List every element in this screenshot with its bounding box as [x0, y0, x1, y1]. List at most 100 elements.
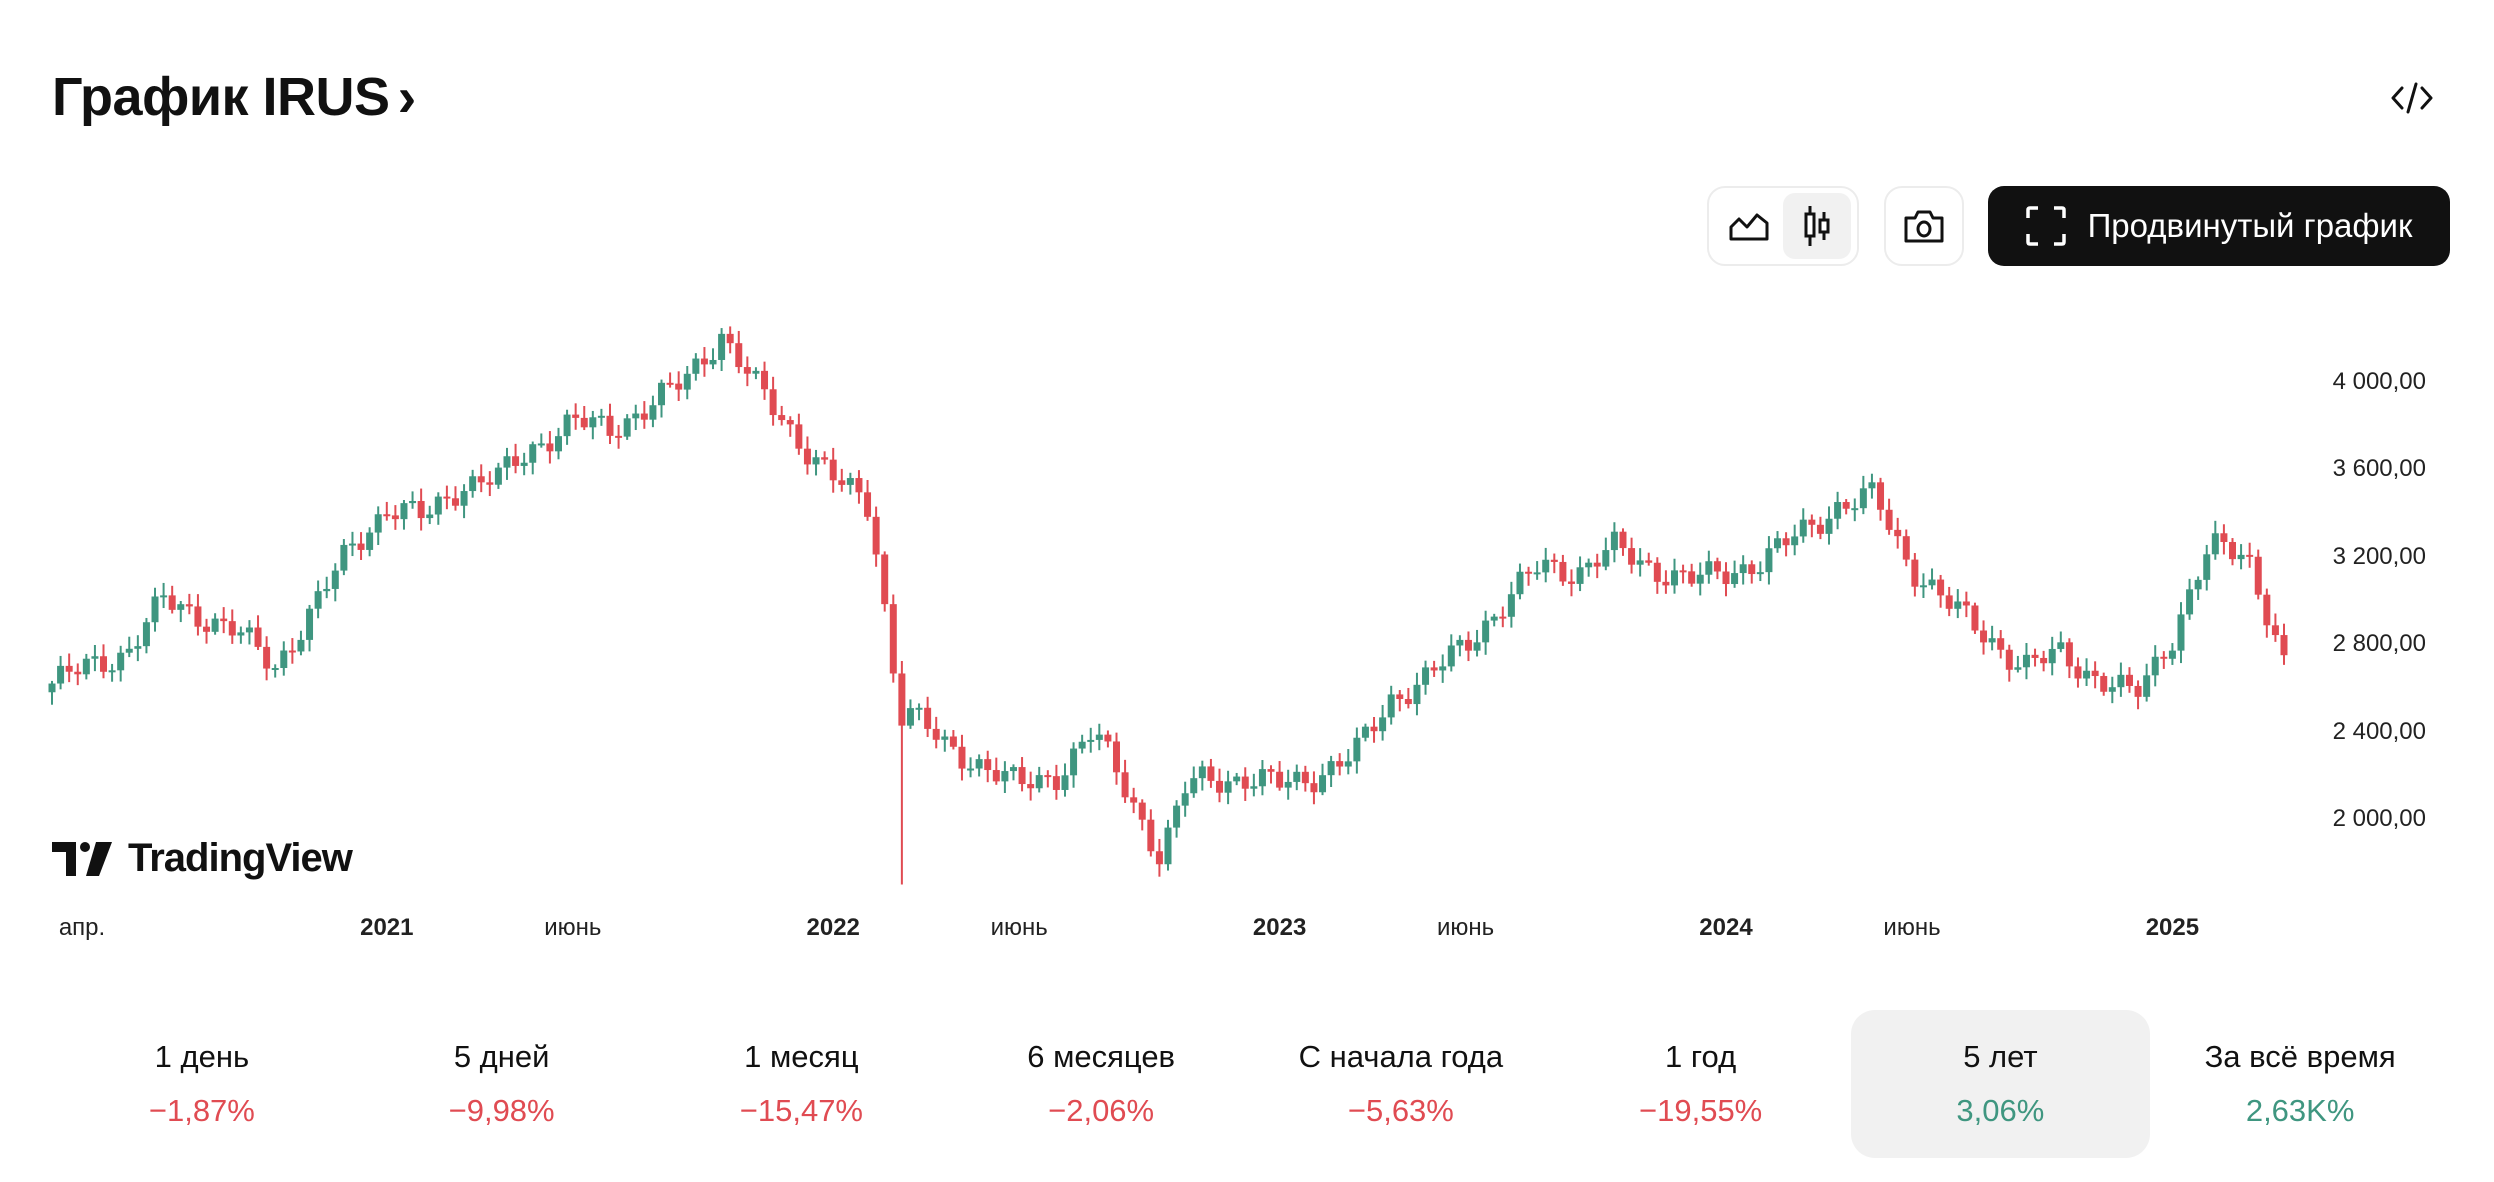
candle-body: [1267, 769, 1275, 772]
chevron-right-icon: ›: [397, 65, 417, 128]
candle: [752, 367, 760, 380]
candle: [1851, 498, 1859, 522]
period-tab[interactable]: 1 день −1,87%: [52, 1010, 352, 1158]
candle: [2237, 544, 2245, 570]
candlestick-chart[interactable]: [0, 290, 2494, 950]
candle-body: [512, 456, 520, 466]
candle-body: [872, 516, 880, 555]
candle-body: [2168, 650, 2176, 659]
candle: [1087, 727, 1095, 753]
candle-body: [1525, 571, 1533, 574]
candle-body: [932, 728, 940, 740]
period-tab[interactable]: За всё время 2,63K%: [2150, 1010, 2450, 1158]
candle-body: [2091, 670, 2099, 677]
candle-body: [1567, 581, 1575, 584]
candle: [1705, 550, 1713, 584]
candle: [1095, 723, 1103, 751]
candle: [623, 414, 631, 440]
candle-body: [778, 415, 786, 421]
candle: [1919, 573, 1927, 598]
candle: [769, 376, 777, 426]
period-tab[interactable]: 6 месяцев −2,06%: [951, 1010, 1251, 1158]
candle-body: [228, 621, 236, 636]
period-selector: 1 день −1,87% 5 дней −9,98% 1 месяц −15,47% 6 …: [52, 1010, 2450, 1158]
candle-body: [185, 604, 193, 607]
candle: [2246, 542, 2254, 568]
candle: [1945, 586, 1953, 617]
candle-body: [1310, 783, 1318, 793]
candle-body: [1653, 562, 1661, 582]
candle: [658, 379, 666, 418]
candle-body: [1009, 767, 1017, 772]
candle-body: [151, 596, 159, 623]
candle: [1748, 560, 1756, 584]
candles-icon: [1804, 206, 1830, 246]
candle-body: [1490, 616, 1498, 621]
candle-body: [306, 608, 314, 640]
candle: [1791, 524, 1799, 556]
candle-body: [580, 417, 588, 428]
candle-body: [2005, 649, 2013, 670]
x-tick-label: 2023: [1252, 914, 1307, 941]
candle: [2168, 643, 2176, 665]
candle: [640, 401, 648, 429]
candle-body: [546, 443, 554, 452]
candle-body: [675, 383, 683, 390]
tradingview-logo-icon: [52, 841, 112, 876]
candle-body: [1052, 776, 1060, 790]
candle-body: [1396, 694, 1404, 700]
candle: [761, 361, 769, 400]
candle: [1293, 764, 1301, 791]
period-tab[interactable]: 5 дней −9,98%: [352, 1010, 652, 1158]
candle: [2074, 657, 2082, 688]
candle: [1370, 716, 1378, 743]
candle-body: [1919, 585, 1927, 588]
candle: [906, 699, 914, 729]
candle-body: [451, 498, 459, 506]
page-title[interactable]: График IRUS ›: [52, 64, 416, 129]
period-tab[interactable]: 5 лет 3,06%: [1850, 1010, 2151, 1158]
code-icon[interactable]: [2390, 78, 2434, 118]
candle-body: [2263, 594, 2271, 626]
candle: [1782, 532, 1790, 557]
candle-body: [1095, 734, 1103, 740]
candle: [2203, 544, 2211, 591]
x-tick-label: 2022: [806, 914, 860, 941]
candle: [1713, 557, 1721, 580]
candle-body: [1482, 620, 1490, 643]
advanced-chart-label: Продвинутый график: [2087, 207, 2413, 244]
period-change: −2,06%: [1048, 1093, 1155, 1128]
candle: [434, 492, 442, 525]
screenshot-button[interactable]: [1884, 186, 1964, 266]
candle-body: [572, 414, 580, 418]
candle: [185, 593, 193, 615]
period-tab[interactable]: 1 год −19,55%: [1551, 1010, 1851, 1158]
area-chart-button[interactable]: [1715, 193, 1783, 259]
fullscreen-icon: [2025, 206, 2066, 246]
candle: [1447, 634, 1455, 672]
period-tab[interactable]: 1 месяц −15,47%: [652, 1010, 952, 1158]
candle: [1894, 517, 1902, 549]
candle-body: [1722, 571, 1730, 585]
period-label: 1 месяц: [744, 1039, 859, 1074]
candle-body: [1473, 642, 1481, 651]
candle: [1336, 753, 1344, 776]
candle-body: [1602, 550, 1610, 567]
candle-body: [1216, 780, 1224, 793]
candle: [554, 427, 562, 460]
tradingview-logo: TradingView: [52, 836, 353, 881]
period-tab[interactable]: С начала года −5,63%: [1251, 1010, 1551, 1158]
candle: [1276, 761, 1284, 791]
candle-body: [975, 759, 983, 769]
candle-body: [1507, 594, 1515, 617]
candle: [177, 601, 185, 623]
candle: [580, 406, 588, 431]
candle: [357, 532, 365, 560]
candles-button[interactable]: [1783, 193, 1851, 259]
candle: [486, 471, 494, 497]
candle-body: [2177, 614, 2185, 651]
candle-body: [589, 417, 597, 428]
candle-body: [366, 532, 374, 550]
candle-body: [494, 467, 502, 485]
advanced-chart-button[interactable]: Продвинутый график: [1988, 186, 2450, 266]
